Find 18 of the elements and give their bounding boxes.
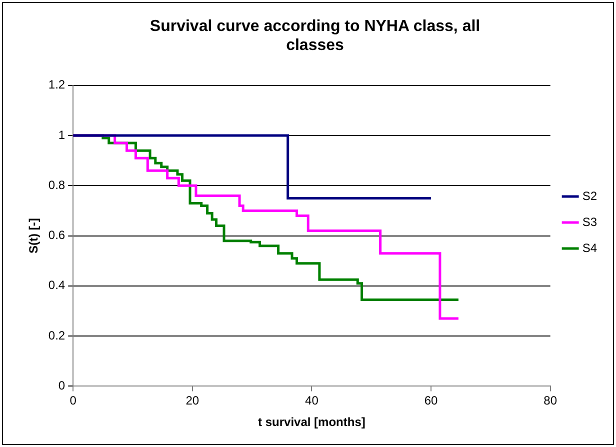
y-tick-label: 1 [58,128,66,142]
x-tick-label: 20 [186,394,200,408]
x-tick-label: 0 [70,394,77,408]
chart-title: Survival curve according to NYHA class, all classes [150,18,480,54]
y-tick-label: 0.8 [48,178,66,192]
y-tick-label: 0.6 [48,228,66,242]
x-tick-label: 60 [424,394,438,408]
y-axis-title: S(t) [-] [26,218,41,254]
legend-label: S3 [582,214,598,229]
x-tick-label: 40 [305,394,319,408]
y-tick-label: 1.2 [48,78,66,92]
x-axis-title: t survival [months] [258,415,366,430]
legend-label: S2 [582,188,598,203]
x-tick-label: 80 [544,394,558,408]
legend-label: S4 [582,240,598,255]
y-tick-label: 0.4 [48,278,66,292]
y-tick-label: 0 [58,378,66,393]
y-tick-label: 0.2 [48,328,66,342]
